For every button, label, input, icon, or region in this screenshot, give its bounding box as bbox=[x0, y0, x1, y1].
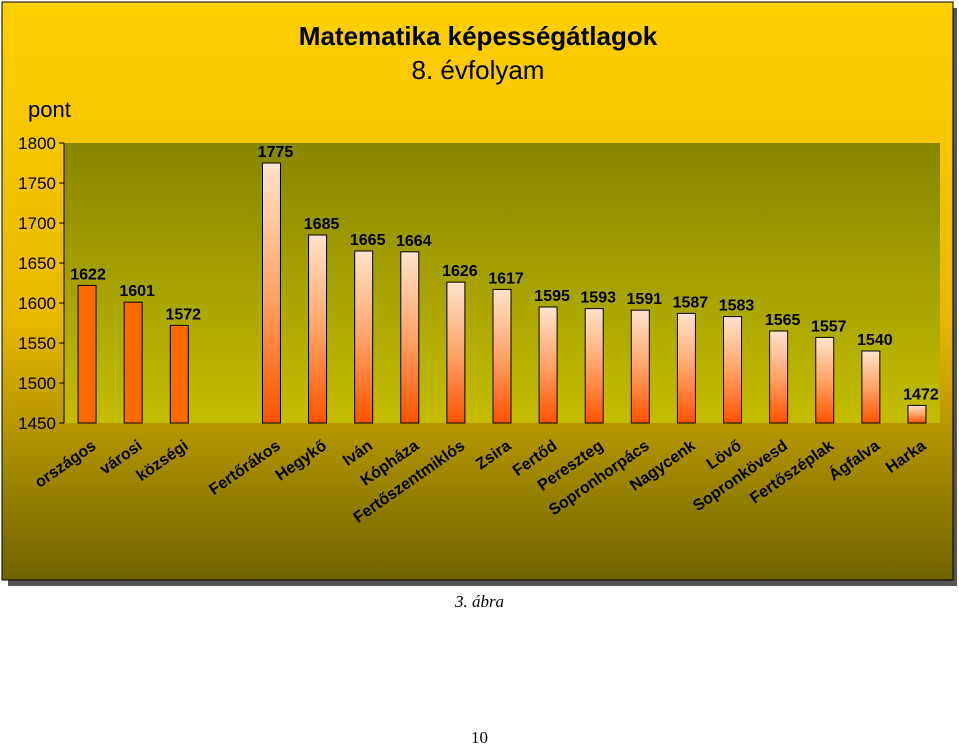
bar bbox=[354, 250, 374, 424]
value-label: 1572 bbox=[165, 306, 201, 323]
y-axis-label: pont bbox=[28, 97, 71, 122]
y-tick-label: 1550 bbox=[18, 334, 56, 353]
value-label: 1557 bbox=[811, 318, 847, 335]
bar-chart: Matematika képességátlagok 8. évfolyam p… bbox=[1, 1, 957, 586]
bar bbox=[723, 316, 743, 424]
value-label: 1587 bbox=[673, 294, 709, 311]
value-label: 1617 bbox=[488, 270, 524, 287]
y-tick-label: 1750 bbox=[18, 174, 56, 193]
bar bbox=[630, 309, 650, 424]
value-label: 1540 bbox=[857, 332, 893, 349]
value-label: 1591 bbox=[627, 291, 663, 308]
bar bbox=[676, 312, 696, 424]
bar bbox=[769, 330, 789, 424]
value-label: 1664 bbox=[396, 233, 432, 250]
bar bbox=[538, 306, 558, 424]
bar bbox=[261, 162, 281, 424]
page-number: 10 bbox=[471, 728, 488, 747]
y-tick-label: 1800 bbox=[18, 134, 56, 153]
bar bbox=[907, 404, 927, 424]
chart-title: Matematika képességátlagok bbox=[299, 21, 658, 51]
bar bbox=[400, 251, 420, 424]
bar bbox=[815, 336, 835, 424]
bars bbox=[77, 162, 927, 424]
value-label: 1593 bbox=[580, 290, 616, 307]
figure-caption: 3. ábra bbox=[454, 592, 505, 611]
value-label: 1665 bbox=[350, 232, 386, 249]
bar bbox=[77, 284, 97, 424]
bar bbox=[492, 288, 512, 424]
value-labels: 1622 1601 1572 1775 1685 1665 1664 1626 1617 1595… bbox=[70, 144, 939, 403]
value-label: 1685 bbox=[304, 216, 340, 233]
value-label: 1626 bbox=[442, 263, 478, 280]
y-tick-label: 1600 bbox=[18, 294, 56, 313]
bar bbox=[584, 308, 604, 424]
value-label: 1472 bbox=[903, 386, 939, 403]
y-tick-label: 1500 bbox=[18, 374, 56, 393]
value-label: 1595 bbox=[534, 288, 570, 305]
bar bbox=[861, 350, 881, 424]
value-label: 1775 bbox=[258, 144, 294, 161]
bar bbox=[308, 234, 328, 424]
bar bbox=[169, 324, 189, 424]
value-label: 1622 bbox=[70, 266, 106, 283]
y-tick-labels: 1450 1500 1550 1600 1650 1700 1750 1800 bbox=[18, 134, 64, 433]
bar bbox=[123, 301, 143, 424]
chart-subtitle: 8. évfolyam bbox=[412, 55, 545, 85]
y-tick-label: 1700 bbox=[18, 214, 56, 233]
value-label: 1565 bbox=[765, 312, 801, 329]
value-label: 1601 bbox=[119, 283, 155, 300]
y-tick-label: 1650 bbox=[18, 254, 56, 273]
bar bbox=[446, 281, 466, 424]
value-label: 1583 bbox=[719, 298, 755, 315]
y-tick-label: 1450 bbox=[18, 414, 56, 433]
chart-container: Matematika képességátlagok 8. évfolyam p… bbox=[1, 1, 957, 586]
